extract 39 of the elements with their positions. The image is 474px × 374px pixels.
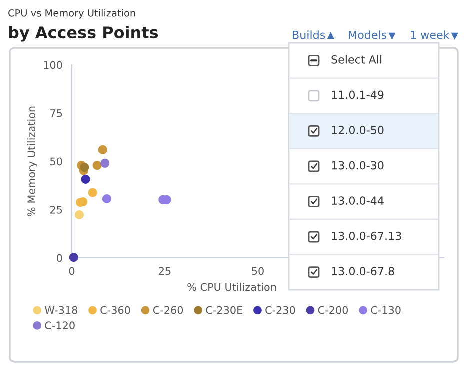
point bbox=[74, 210, 84, 220]
point bbox=[102, 194, 112, 204]
annotation: 13.0.0-67.13 bbox=[332, 232, 402, 240]
legend-label: C-230E bbox=[206, 306, 242, 314]
point bbox=[69, 253, 78, 262]
legend-label: C-200 bbox=[318, 306, 348, 314]
legend-label: C-130 bbox=[371, 306, 401, 314]
legend-label: C-260 bbox=[153, 306, 184, 314]
text: Models bbox=[349, 30, 387, 40]
x-tick-label: 25 bbox=[159, 267, 171, 276]
point bbox=[92, 161, 102, 170]
text: 13.0.0-67.8 bbox=[332, 267, 394, 276]
annotation: 13.0.0-44 bbox=[332, 196, 384, 206]
point bbox=[80, 162, 90, 172]
point bbox=[81, 174, 90, 184]
point bbox=[98, 145, 108, 154]
legend-label: C-120 bbox=[45, 322, 75, 330]
point bbox=[88, 188, 98, 198]
x-axis-title: % CPU Utilization bbox=[188, 283, 276, 292]
point bbox=[100, 158, 110, 168]
y-axis-title: % Memory Utilization bbox=[27, 106, 38, 216]
y-tick-label: 50 bbox=[50, 158, 62, 166]
y-tick-label: 75 bbox=[50, 110, 62, 118]
annotation: 13.0.0-30 bbox=[332, 161, 384, 170]
y-tick-label: 25 bbox=[50, 206, 62, 214]
chart-subtitle: by Access Points bbox=[9, 26, 158, 42]
legend-label: C-360 bbox=[100, 306, 130, 314]
annotation: 11.0.1-49 bbox=[332, 90, 384, 100]
annotation: 12.0.0-50 bbox=[332, 126, 384, 134]
text: Select All bbox=[332, 55, 382, 64]
x-tick-label: 50 bbox=[252, 267, 264, 276]
x-tick-label: 0 bbox=[69, 267, 75, 276]
y-tick-label: 0 bbox=[57, 254, 62, 262]
chart-title: CPU vs Memory Utilization bbox=[8, 9, 136, 19]
text: 1 week bbox=[411, 30, 450, 40]
y-tick-label: 100 bbox=[44, 61, 62, 70]
text: Builds bbox=[293, 30, 326, 40]
legend-label: W-318 bbox=[45, 306, 78, 314]
legend-label: C-230 bbox=[266, 306, 296, 314]
